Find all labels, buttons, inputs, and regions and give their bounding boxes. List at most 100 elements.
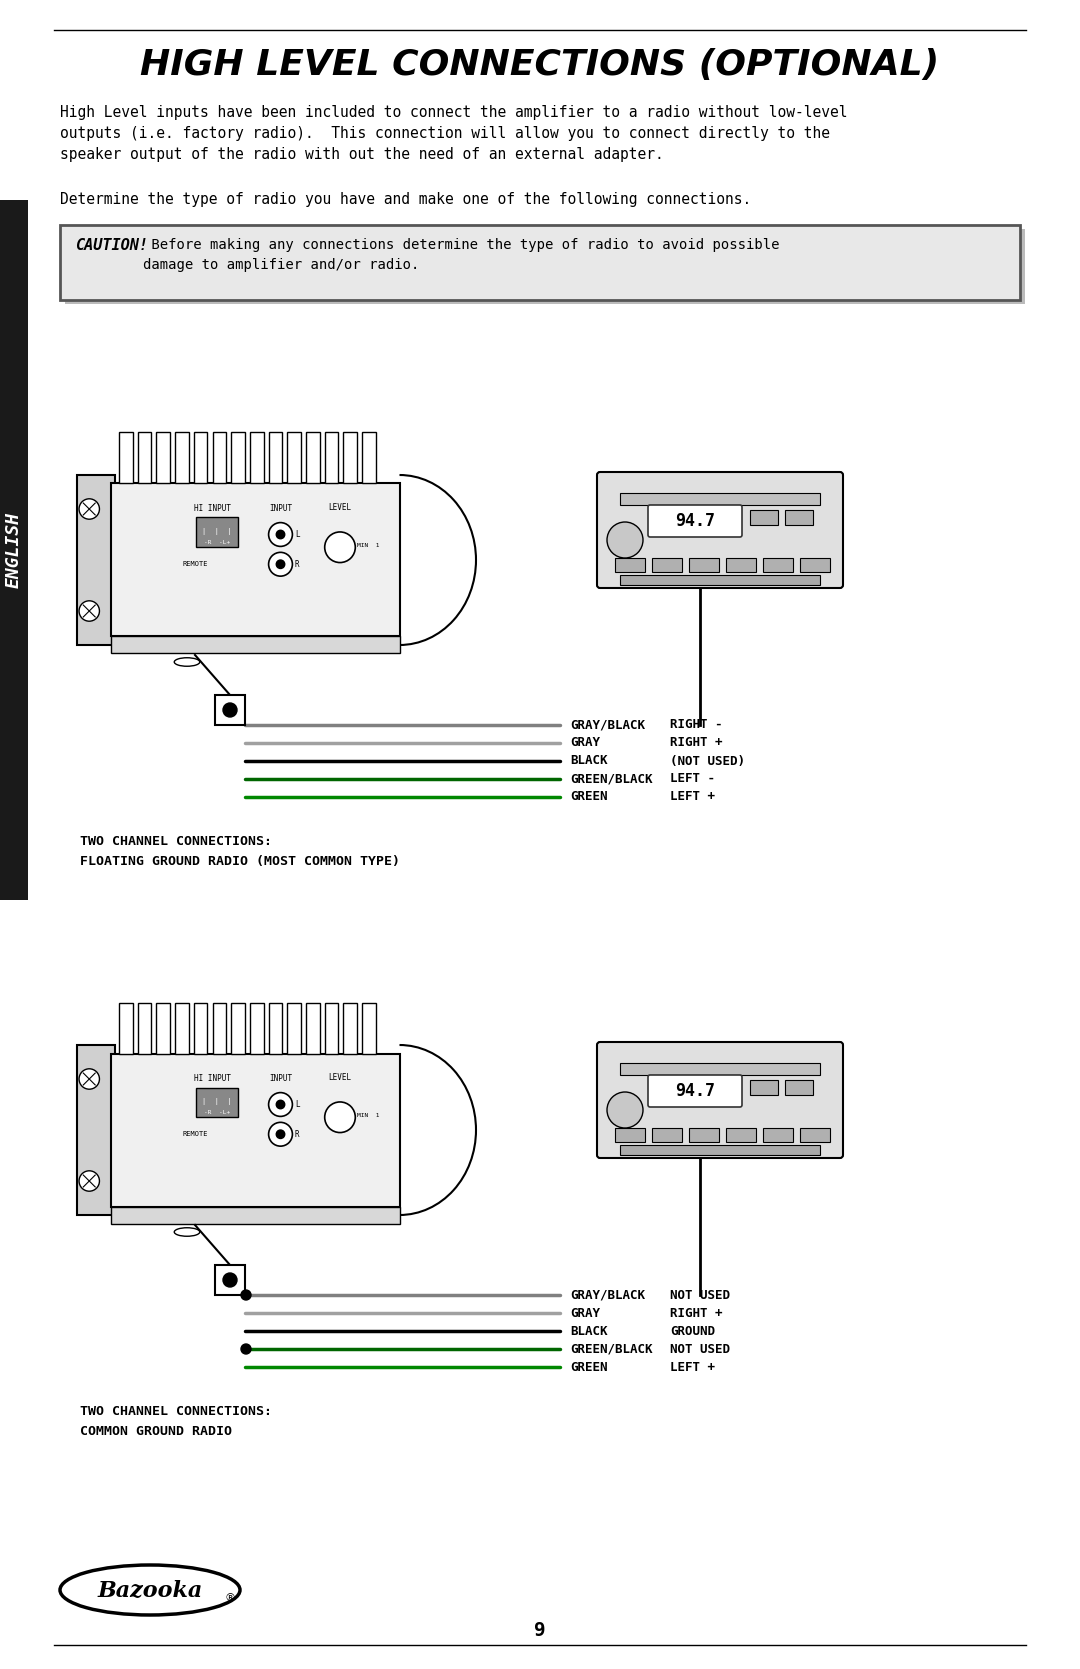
Bar xyxy=(119,1003,133,1053)
Bar xyxy=(193,432,207,484)
Text: -R  -L+: -R -L+ xyxy=(204,1110,230,1115)
Text: CAUTION!: CAUTION! xyxy=(75,239,148,254)
Bar xyxy=(138,1003,151,1053)
Bar xyxy=(306,1003,320,1053)
Circle shape xyxy=(269,1093,293,1117)
Text: RIGHT +: RIGHT + xyxy=(670,736,723,749)
FancyBboxPatch shape xyxy=(648,1075,742,1107)
Text: ®: ® xyxy=(225,1592,235,1602)
Text: LEFT -: LEFT - xyxy=(670,773,715,786)
Circle shape xyxy=(241,1290,251,1300)
Circle shape xyxy=(222,1273,237,1287)
Text: REMOTE: REMOTE xyxy=(183,561,208,567)
Text: |  |  |: | | | xyxy=(202,1098,231,1105)
Text: INPUT: INPUT xyxy=(269,504,292,514)
Bar xyxy=(726,1128,756,1142)
Text: R: R xyxy=(295,559,299,569)
Bar xyxy=(750,1080,778,1095)
Bar xyxy=(215,1265,245,1295)
Text: MIN  1: MIN 1 xyxy=(357,1113,379,1118)
Bar xyxy=(231,432,245,484)
Circle shape xyxy=(276,1100,285,1108)
Bar xyxy=(213,1003,226,1053)
Text: Before making any connections determine the type of radio to avoid possible
dama: Before making any connections determine … xyxy=(143,239,780,272)
Text: RIGHT +: RIGHT + xyxy=(670,1307,723,1320)
Circle shape xyxy=(607,522,643,557)
Bar xyxy=(620,576,820,586)
Bar xyxy=(287,432,301,484)
Bar xyxy=(77,1045,114,1215)
Bar xyxy=(110,636,400,654)
FancyBboxPatch shape xyxy=(597,1041,843,1158)
Bar xyxy=(175,1003,189,1053)
Text: GRAY: GRAY xyxy=(570,1307,600,1320)
Circle shape xyxy=(241,1344,251,1354)
Circle shape xyxy=(276,531,285,539)
Bar xyxy=(615,1128,645,1142)
Text: LEVEL: LEVEL xyxy=(328,1073,352,1082)
Text: |  |  |: | | | xyxy=(202,529,231,536)
Text: LEFT +: LEFT + xyxy=(670,791,715,803)
Circle shape xyxy=(325,532,355,562)
Text: R: R xyxy=(295,1130,299,1138)
Text: 94.7: 94.7 xyxy=(675,512,715,531)
Bar xyxy=(110,484,400,636)
Bar xyxy=(306,432,320,484)
Bar xyxy=(620,1145,820,1155)
Text: GREEN: GREEN xyxy=(570,791,607,803)
Circle shape xyxy=(79,601,99,621)
Bar xyxy=(343,1003,357,1053)
Text: FLOATING GROUND RADIO (MOST COMMON TYPE): FLOATING GROUND RADIO (MOST COMMON TYPE) xyxy=(80,855,400,868)
Text: ENGLISH: ENGLISH xyxy=(5,512,23,587)
Bar xyxy=(213,432,226,484)
Text: 94.7: 94.7 xyxy=(675,1082,715,1100)
Text: REMOTE: REMOTE xyxy=(183,1132,208,1137)
Bar xyxy=(249,1003,264,1053)
Bar xyxy=(726,557,756,572)
Text: (NOT USED): (NOT USED) xyxy=(670,754,745,768)
Bar xyxy=(110,1053,400,1207)
Circle shape xyxy=(325,1102,355,1133)
Bar xyxy=(620,492,820,506)
Bar xyxy=(110,1207,400,1223)
Text: Bazooka: Bazooka xyxy=(97,1579,203,1601)
Bar xyxy=(193,1003,207,1053)
Circle shape xyxy=(269,552,293,576)
Bar xyxy=(652,557,681,572)
Text: L: L xyxy=(295,531,299,539)
Text: HIGH LEVEL CONNECTIONS (OPTIONAL): HIGH LEVEL CONNECTIONS (OPTIONAL) xyxy=(140,48,940,82)
Circle shape xyxy=(222,703,237,718)
Bar xyxy=(249,432,264,484)
Bar xyxy=(689,557,719,572)
Bar xyxy=(652,1128,681,1142)
Bar xyxy=(287,1003,301,1053)
Bar xyxy=(157,1003,170,1053)
Text: INPUT: INPUT xyxy=(269,1075,292,1083)
Bar xyxy=(157,432,170,484)
Text: TWO CHANNEL CONNECTIONS:: TWO CHANNEL CONNECTIONS: xyxy=(80,1405,272,1419)
FancyBboxPatch shape xyxy=(597,472,843,587)
Bar xyxy=(615,557,645,572)
Bar xyxy=(343,432,357,484)
Bar xyxy=(195,517,238,547)
Text: HI INPUT: HI INPUT xyxy=(194,1075,231,1083)
Bar xyxy=(195,1088,238,1117)
Text: LEFT +: LEFT + xyxy=(670,1360,715,1374)
Text: BLACK: BLACK xyxy=(570,1325,607,1337)
Circle shape xyxy=(79,1170,99,1192)
Text: NOT USED: NOT USED xyxy=(670,1342,730,1355)
Bar xyxy=(119,432,133,484)
FancyBboxPatch shape xyxy=(65,229,1025,304)
Circle shape xyxy=(607,1092,643,1128)
Bar xyxy=(785,511,813,526)
Bar xyxy=(0,200,28,900)
Bar xyxy=(750,511,778,526)
Bar xyxy=(215,694,245,724)
Text: Determine the type of radio you have and make one of the following connections.: Determine the type of radio you have and… xyxy=(60,192,752,207)
Bar xyxy=(269,1003,282,1053)
Bar xyxy=(800,557,831,572)
Bar xyxy=(785,1080,813,1095)
Text: L: L xyxy=(295,1100,299,1108)
Text: GREEN: GREEN xyxy=(570,1360,607,1374)
Text: GREEN/BLACK: GREEN/BLACK xyxy=(570,773,652,786)
